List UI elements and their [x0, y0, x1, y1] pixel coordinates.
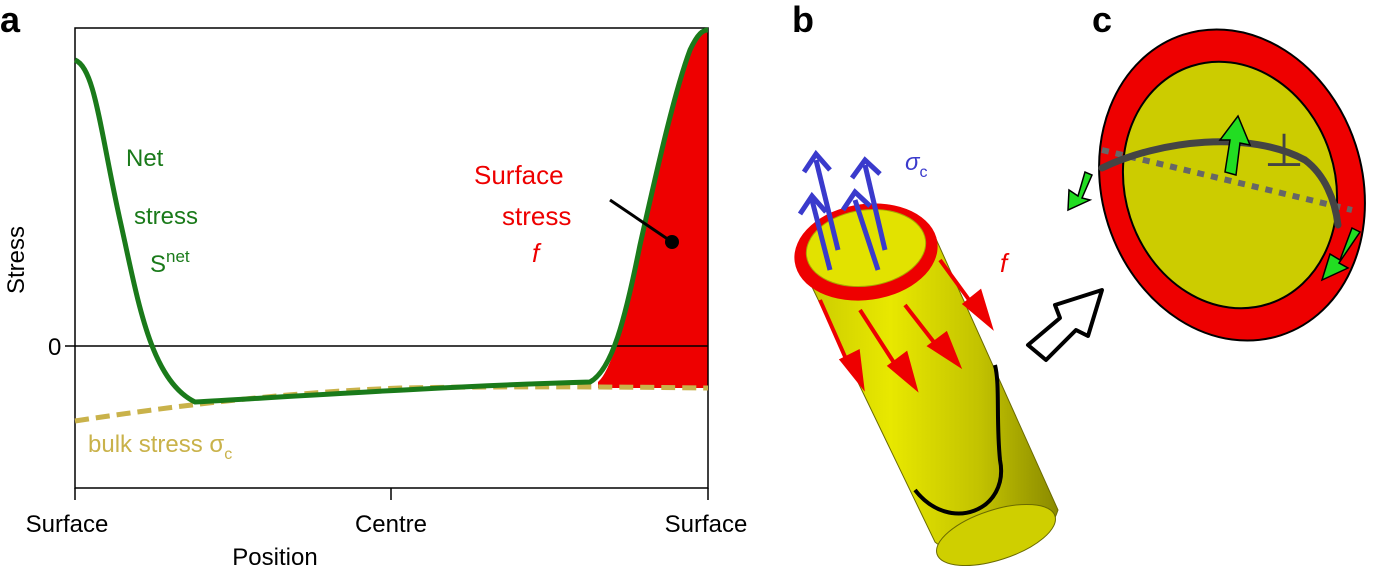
dislocation-arc	[1098, 138, 1342, 229]
surface-stress-arrows	[818, 258, 994, 393]
surface-label-line1: Surface	[474, 160, 564, 190]
panel-b-rod: σc f	[794, 149, 1059, 567]
bulk-stress-arrows	[797, 149, 888, 271]
surface-stress-area	[598, 30, 708, 388]
zero-tick-label: 0	[48, 334, 61, 361]
panel-c-letter: c	[1092, 0, 1112, 40]
x-tick-label-left: Surface	[26, 511, 109, 538]
net-label-main: S	[150, 251, 166, 278]
panel-b-letter: b	[792, 0, 814, 40]
panel-a-plot: 0 Net stress Snet Surface stress f bulk …	[3, 27, 748, 570]
green-force-arrows	[1067, 114, 1362, 282]
green-arrow-right	[1320, 226, 1362, 282]
cross-section-core	[1121, 60, 1339, 310]
sigma-c-main: σ	[905, 149, 921, 176]
surface-pointer-line	[609, 198, 673, 244]
net-label-line1: Net	[126, 145, 164, 172]
y-axis-label: Stress	[3, 226, 30, 294]
sigma-c-sub: c	[919, 164, 927, 181]
x-tick-label-centre: Centre	[355, 511, 427, 538]
bulk-label-main: bulk stress σ	[88, 431, 224, 458]
net-label-sup: net	[166, 247, 190, 266]
rod-dislocation-arc	[913, 364, 1004, 516]
surface-pointer-dot	[665, 235, 679, 249]
bulk-label: bulk stress σc	[88, 431, 232, 463]
net-stress-curve	[73, 27, 709, 405]
green-arrow-up	[1218, 114, 1252, 176]
x-axis-label: Position	[232, 544, 317, 570]
panel-c-cross-section: ⊥	[1067, 28, 1366, 342]
net-label-line2: stress	[134, 203, 198, 230]
f-label: f	[1000, 248, 1010, 278]
slip-plane-dotted	[1101, 147, 1353, 213]
transition-arrow	[1026, 288, 1104, 362]
bulk-label-sub: c	[224, 446, 232, 463]
x-tick-label-right: Surface	[665, 511, 748, 538]
dislocation-symbol: ⊥	[1264, 124, 1304, 176]
panel-a-letter: a	[0, 0, 21, 40]
surface-label-line3: f	[532, 238, 542, 268]
net-label-line3: Snet	[150, 247, 190, 278]
surface-label-line2: stress	[502, 201, 571, 231]
rod-bottom-end	[936, 503, 1056, 567]
sigma-c-label: σc	[905, 149, 927, 181]
green-arrow-left	[1067, 170, 1093, 212]
